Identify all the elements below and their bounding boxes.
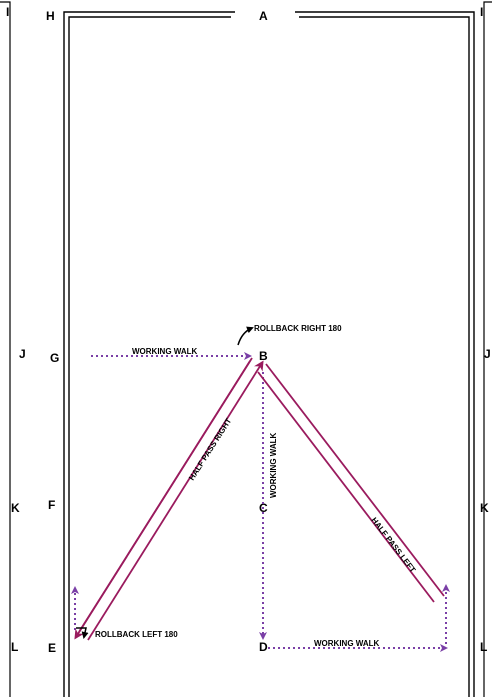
half-pass-left-path — [257, 363, 445, 603]
rollback-left-label: ROLLBACK LEFT 180 — [95, 630, 178, 639]
half-pass-right-path — [74, 357, 264, 641]
letter-g: G — [50, 351, 59, 365]
letter-d: D — [259, 640, 268, 654]
working-walk-top-label: WORKING WALK — [132, 347, 198, 356]
letter-j-right: J — [484, 347, 491, 361]
letter-l-right: L — [480, 640, 487, 654]
letter-f: F — [48, 498, 55, 512]
working-walk-center-label: WORKING WALK — [269, 432, 278, 498]
rollback-right-arrow — [237, 326, 254, 346]
half-pass-left-label: HALF PASS LEFT — [369, 516, 417, 575]
letter-k-right: K — [480, 501, 489, 515]
rollback-right-label: ROLLBACK RIGHT 180 — [254, 324, 342, 333]
letter-i-right: I — [480, 5, 483, 19]
working-walk-bottom-label: WORKING WALK — [314, 639, 380, 648]
letter-i-left: I — [6, 5, 9, 19]
letter-j-left: J — [19, 347, 26, 361]
letter-e: E — [48, 641, 56, 655]
letter-l-left: L — [11, 640, 18, 654]
letter-k-left: K — [11, 501, 20, 515]
letter-b: B — [259, 349, 268, 363]
letter-h: H — [46, 9, 55, 23]
rollback-left-arrow — [76, 627, 89, 639]
letter-a: A — [259, 9, 268, 23]
